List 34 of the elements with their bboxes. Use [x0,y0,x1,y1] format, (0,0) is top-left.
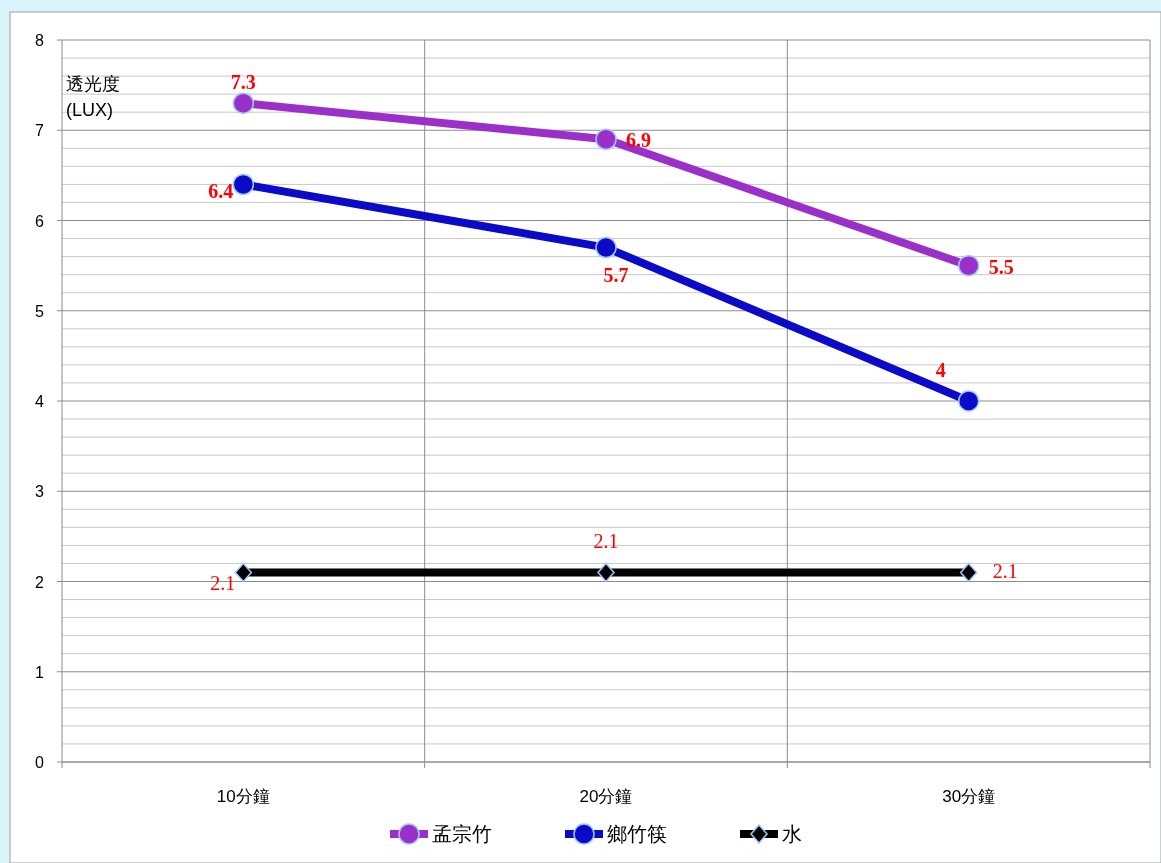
data-label: 5.5 [988,255,1014,278]
x-tick-label: 30分鐘 [942,787,996,806]
data-label: 7.3 [230,71,256,94]
data-label: 2.1 [992,560,1018,583]
point [232,173,255,196]
y-tick-label: 0 [35,754,45,771]
point [959,562,978,583]
point [595,128,617,151]
data-label: 2.1 [593,530,619,553]
y-tick-label: 3 [35,483,45,501]
point [595,236,617,259]
y-tick-label: 4 [35,393,45,410]
legend-label: 鄉竹筷 [607,823,667,845]
point [234,562,253,583]
data-label: 6.9 [626,129,651,152]
data-label: 2.1 [210,572,236,595]
data-label: 6.4 [208,180,234,203]
point [232,92,255,114]
point [957,390,980,412]
y-tick-label: 1 [35,663,45,681]
y-tick-label: 2 [35,573,45,591]
x-tick-label: 10分鐘 [216,787,270,806]
y-tick-label: 5 [35,302,45,320]
y-tick-label: 7 [35,122,45,140]
x-tick-label: 20分鐘 [579,787,633,806]
data-label: 5.7 [603,263,629,286]
point [957,254,980,277]
point [597,562,615,583]
y-axis-title: 透光度 (LUX) [66,74,120,120]
legend-label: 水 [782,823,802,845]
legend-label: 孟宗竹 [432,823,492,845]
y-tick-label: 8 [35,32,45,49]
data-label: 4 [935,359,946,381]
y-tick-label: 6 [35,212,45,230]
